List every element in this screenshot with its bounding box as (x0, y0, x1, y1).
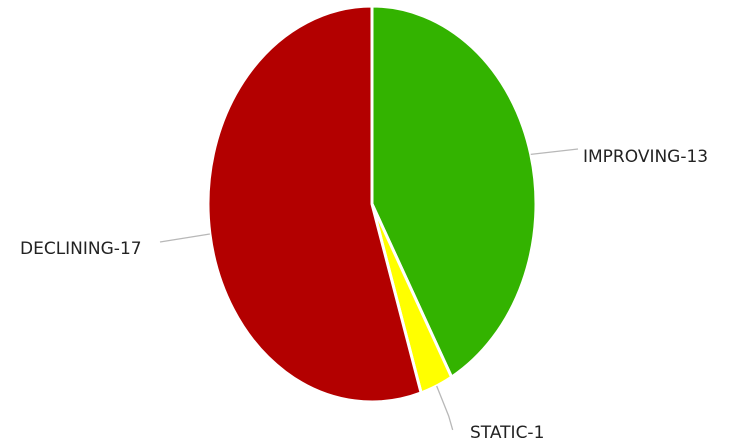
leader-line-declining (159, 233, 210, 243)
leader-line-improving (530, 148, 579, 156)
leader-lines (159, 148, 579, 431)
leader-line-static (436, 385, 454, 431)
slice-label-static: STATIC-1 (470, 423, 544, 443)
pie-slice-improving (370, 4, 538, 379)
slice-label-improving: IMPROVING-13 (583, 147, 708, 167)
pie-slices (206, 4, 538, 404)
slice-labels: IMPROVING-13 STATIC-1 DECLINING-17 (20, 147, 708, 443)
pie-slice-declining (206, 4, 423, 404)
slice-label-declining: DECLINING-17 (20, 239, 142, 259)
